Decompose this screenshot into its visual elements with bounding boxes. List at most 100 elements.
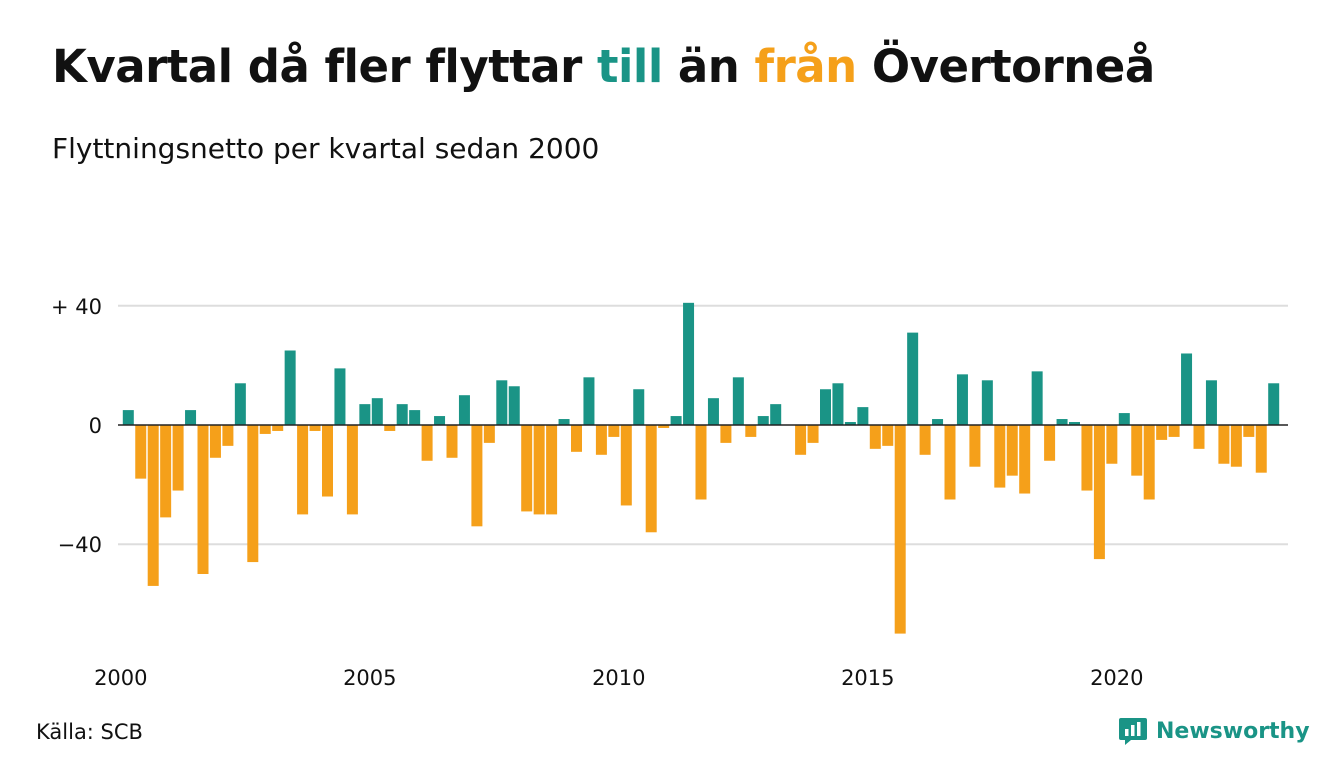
- newsworthy-logo-text: Newsworthy: [1156, 718, 1310, 744]
- bar: [1255, 425, 1267, 473]
- bar: [919, 425, 931, 455]
- source-note: Källa: SCB: [36, 720, 143, 744]
- bar: [571, 425, 582, 452]
- bar: [222, 425, 234, 446]
- bar: [471, 425, 483, 527]
- bar: [135, 425, 147, 479]
- bar: [421, 425, 433, 461]
- title-part-2: än: [662, 40, 755, 93]
- bar: [894, 425, 906, 634]
- bar: [757, 416, 769, 425]
- bar: [272, 425, 284, 431]
- bar: [707, 398, 719, 425]
- bar: [521, 425, 533, 512]
- bar: [1081, 425, 1093, 491]
- bar: [907, 332, 919, 425]
- bar: [1243, 425, 1255, 437]
- bar: [944, 425, 956, 500]
- bar: [994, 425, 1006, 488]
- bar: [384, 425, 396, 431]
- bar: [483, 425, 495, 443]
- bar: [670, 416, 682, 425]
- bar: [197, 425, 209, 574]
- bar: [869, 425, 881, 449]
- bar: [508, 386, 520, 425]
- bar: [932, 419, 944, 425]
- bar: [458, 395, 470, 425]
- bar: [309, 425, 321, 431]
- bar: [247, 425, 259, 563]
- bar: [969, 425, 981, 467]
- bar: [172, 425, 184, 491]
- bar: [434, 416, 446, 425]
- bar: [359, 404, 371, 425]
- bar: [147, 425, 159, 586]
- x-tick-label: 2000: [94, 666, 147, 690]
- bar: [658, 425, 670, 428]
- bar: [1006, 425, 1018, 476]
- bar: [1056, 419, 1068, 425]
- bar: [1118, 413, 1130, 425]
- x-tick-label: 2005: [343, 666, 396, 690]
- newsworthy-logo-icon: [1119, 718, 1147, 745]
- bar-chart: + 40 0 −40 2000 2005 2010 2015 2020: [51, 295, 1288, 690]
- bar: [446, 425, 458, 458]
- bar: [1193, 425, 1205, 449]
- title-highlight-fran: från: [754, 40, 858, 93]
- bar: [770, 404, 782, 425]
- bar: [981, 380, 993, 425]
- bar: [882, 425, 894, 446]
- y-tick-label: −40: [58, 533, 102, 557]
- bar: [1143, 425, 1155, 500]
- bar: [259, 425, 271, 434]
- bar: [1181, 353, 1193, 425]
- bar: [595, 425, 607, 455]
- bar: [844, 422, 856, 425]
- bar: [1268, 383, 1280, 425]
- bar: [297, 425, 309, 515]
- bar: [185, 410, 197, 425]
- bar: [683, 302, 695, 425]
- bar: [546, 425, 558, 515]
- x-tick-label: 2020: [1090, 666, 1143, 690]
- bar: [396, 404, 408, 425]
- bar: [720, 425, 732, 443]
- bar: [1168, 425, 1180, 437]
- x-tick-label: 2015: [841, 666, 894, 690]
- bar: [633, 389, 645, 425]
- bar: [732, 377, 744, 425]
- chart-subtitle: Flyttningsnetto per kvartal sedan 2000: [52, 132, 600, 165]
- bar: [857, 407, 869, 425]
- chart-title: Kvartal då fler flyttar till än från Öve…: [52, 40, 1155, 93]
- x-tick-label: 2010: [592, 666, 645, 690]
- bar: [1093, 425, 1105, 560]
- bar: [409, 410, 421, 425]
- bar: [496, 380, 508, 425]
- axes: + 40 0 −40 2000 2005 2010 2015 2020: [51, 295, 1288, 690]
- bar: [832, 383, 844, 425]
- title-highlight-till: till: [596, 40, 663, 93]
- bar: [956, 374, 968, 425]
- bar: [1205, 380, 1217, 425]
- bar: [1230, 425, 1242, 467]
- bar: [234, 383, 246, 425]
- bar: [620, 425, 632, 506]
- bar: [1031, 371, 1043, 425]
- bar: [1069, 422, 1080, 425]
- bar: [745, 425, 757, 437]
- bar: [1106, 425, 1118, 464]
- bar: [807, 425, 819, 443]
- bar: [1156, 425, 1168, 440]
- bar: [346, 425, 358, 515]
- bar: [160, 425, 172, 518]
- title-part-3: Övertorneå: [856, 40, 1155, 93]
- bar: [1044, 425, 1056, 461]
- bars: [122, 302, 1280, 634]
- newsworthy-logo: Newsworthy: [1118, 714, 1310, 748]
- bar: [322, 425, 333, 497]
- y-tick-label: 0: [89, 414, 102, 438]
- bar: [371, 398, 383, 425]
- bar: [209, 425, 221, 458]
- bar: [820, 389, 831, 425]
- bar: [284, 350, 296, 425]
